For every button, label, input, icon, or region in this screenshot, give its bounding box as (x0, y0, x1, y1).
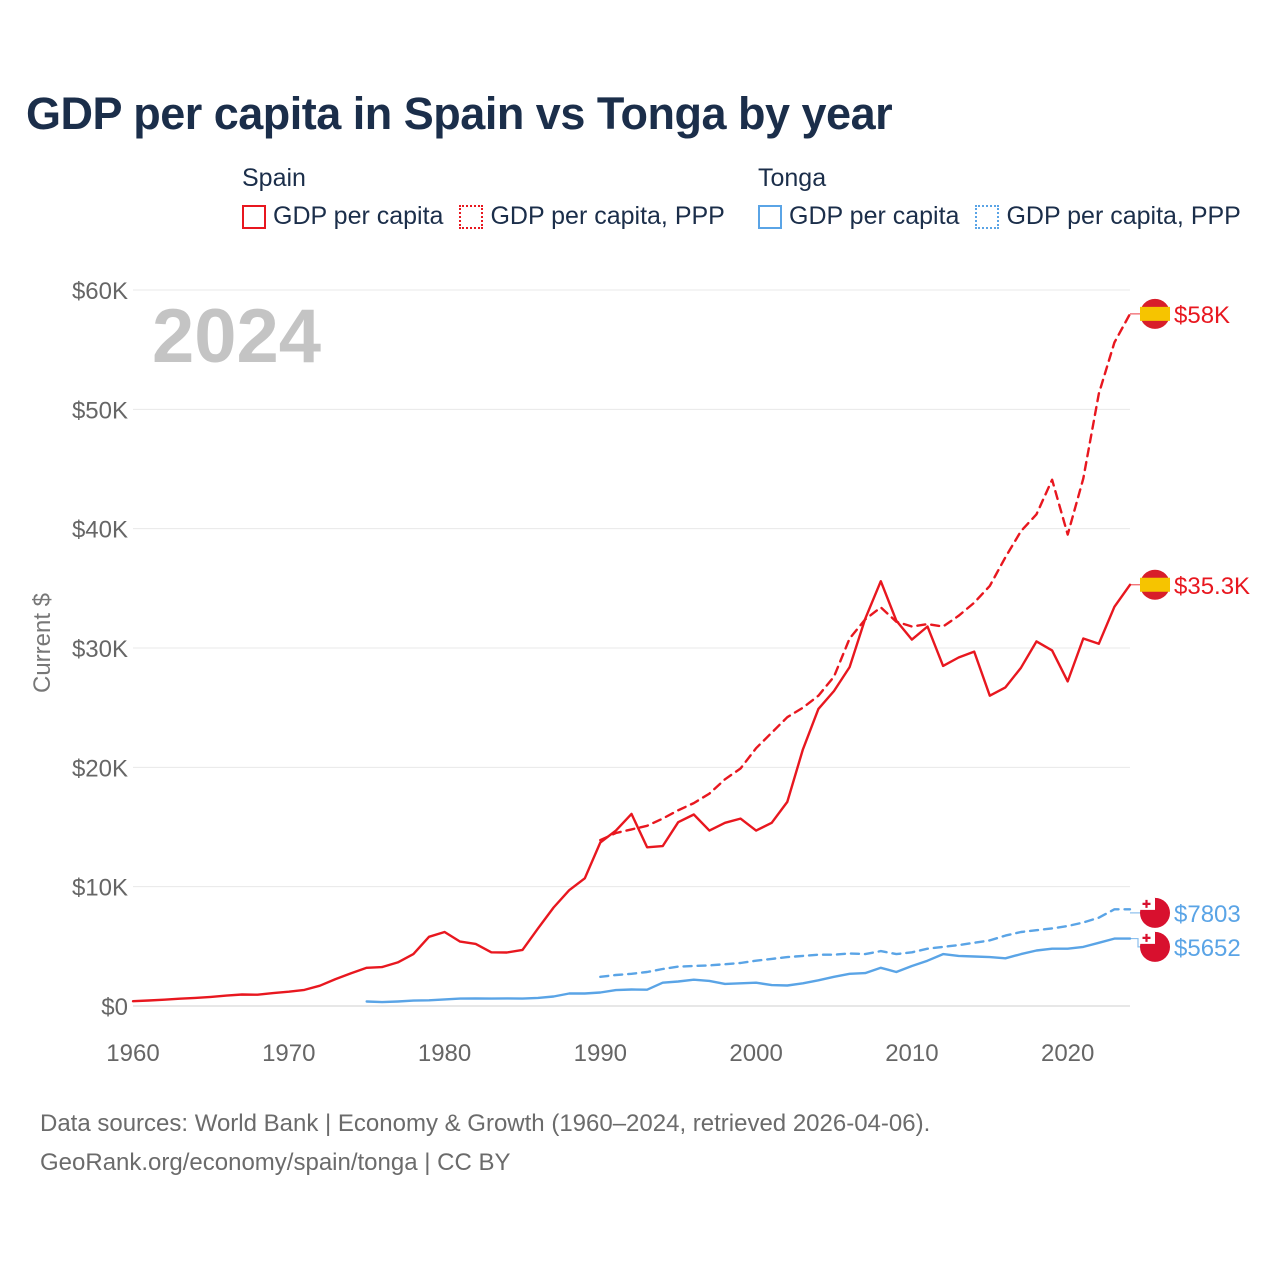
legend-item-spain-gdp-ppp[interactable]: GDP per capita, PPP (459, 202, 725, 231)
flag-spain-stripe (1140, 306, 1170, 321)
legend-swatch-dotted (459, 204, 484, 229)
legend-group-label: Spain (242, 164, 306, 192)
legend-group-tonga: Tonga GDP per capita GDP per capita, PPP (758, 160, 1241, 231)
end-value-label: $58K (1174, 302, 1230, 329)
x-tick-label: 1980 (418, 1040, 471, 1067)
marker-connector (1130, 937, 1141, 948)
y-tick-label: $60K (72, 278, 128, 305)
x-tick-label: 1970 (262, 1040, 315, 1067)
y-tick-label: $30K (72, 636, 128, 663)
flag-tonga-cross (1142, 899, 1151, 908)
series-line-0 (131, 580, 1132, 1003)
legend-item-label: GDP per capita (273, 202, 444, 230)
legend-item-label: GDP per capita, PPP (490, 202, 725, 230)
y-tick-label: $10K (72, 875, 128, 902)
sources-footer: Data sources: World Bank | Economy & Gro… (40, 1104, 930, 1182)
flag-tonga-cross (1142, 933, 1151, 942)
legend-item-tonga-gdp-ppp[interactable]: GDP per capita, PPP (975, 202, 1241, 231)
legend-group-spain: Spain GDP per capita GDP per capita, PPP (242, 160, 725, 231)
x-tick-label: 2010 (885, 1040, 938, 1067)
y-tick-label: $50K (72, 397, 128, 424)
y-axis-label: Current $ (29, 593, 56, 693)
y-tick-label: $40K (72, 517, 128, 544)
series-line-1 (599, 312, 1132, 842)
x-tick-label: 1960 (106, 1040, 159, 1067)
end-value-label: $5652 (1174, 935, 1241, 962)
chart-title: GDP per capita in Spain vs Tonga by year (26, 88, 893, 139)
end-value-label: $7803 (1174, 901, 1241, 928)
x-tick-label: 2000 (729, 1040, 782, 1067)
line-chart: $0 $10K $20K $30K $40K $50K $60K 1960 1970 1980 19… (29, 278, 1250, 1067)
legend-swatch-solid (758, 204, 782, 229)
y-tick-label: $0 (101, 994, 128, 1021)
legend-swatch-dotted (975, 204, 1000, 229)
x-tick-label: 2020 (1041, 1040, 1094, 1067)
series-line-3 (599, 908, 1132, 978)
x-tick-label: 1990 (574, 1040, 627, 1067)
sources-line: Data sources: World Bank | Economy & Gro… (40, 1110, 931, 1137)
series-line-2 (365, 937, 1132, 1004)
legend-item-label: GDP per capita (789, 202, 960, 230)
year-label: 2024 (152, 294, 321, 379)
flag-spain-stripe (1140, 577, 1170, 592)
legend-item-label: GDP per capita, PPP (1006, 202, 1241, 230)
legend-swatch-solid (242, 204, 266, 229)
legend-item-spain-gdp[interactable]: GDP per capita (242, 202, 443, 231)
end-value-label: $35.3K (1174, 573, 1250, 600)
legend-item-tonga-gdp[interactable]: GDP per capita (758, 202, 959, 231)
y-tick-label: $20K (72, 755, 128, 782)
legend-group-label: Tonga (758, 164, 827, 192)
sources-link[interactable]: GeoRank.org/economy/spain/tonga | CC BY (40, 1149, 511, 1176)
